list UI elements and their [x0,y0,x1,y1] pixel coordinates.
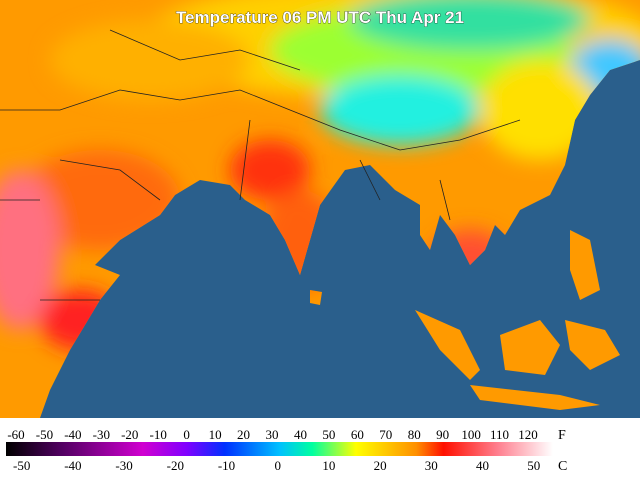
fahrenheit-tick-label: -10 [150,427,167,442]
fahrenheit-tick-label: 40 [294,427,307,442]
fahrenheit-tick-label: 0 [183,427,190,442]
map-title: Temperature 06 PM UTC Thu Apr 21 [176,8,464,27]
celsius-tick-label: 50 [527,458,540,473]
fahrenheit-tick-label: 10 [209,427,222,442]
fahrenheit-tick-label: 90 [436,427,449,442]
celsius-tick-label: 20 [374,458,387,473]
fahrenheit-tick-label: 60 [351,427,364,442]
celsius-tick-label: -10 [218,458,235,473]
color-scale [6,442,553,456]
fahrenheit-tick-label: -40 [64,427,81,442]
borders [0,29,521,301]
fahrenheit-tick-label: 20 [237,427,250,442]
fahrenheit-unit: F [558,428,566,443]
celsius-tick-label: 0 [274,458,281,473]
fahrenheit-tick-label: 50 [322,427,335,442]
fahrenheit-tick-label: -30 [93,427,110,442]
legend: F C -60 -50 -40 -30 -20 -10 0 10 20 30 40 50 60 70 80 9… [6,427,567,474]
celsius-tick-label: 30 [425,458,438,473]
celsius-tick-label: -30 [115,458,132,473]
fahrenheit-tick-label: -20 [121,427,138,442]
celsius-tick-label: 10 [322,458,335,473]
fahrenheit-tick-label: 70 [379,427,392,442]
fahrenheit-tick-label: -50 [36,427,53,442]
fahrenheit-tick-label: 30 [266,427,279,442]
celsius-unit: C [558,459,567,474]
celsius-tick-label: -40 [64,458,81,473]
map: Temperature 06 PM UTC Thu Apr 21 [0,0,640,418]
fahrenheit-tick-label: 110 [490,427,509,442]
fahrenheit-tick-label: -60 [7,427,24,442]
celsius-tick-label: -50 [13,458,30,473]
fahrenheit-tick-label: 80 [408,427,421,442]
celsius-tick-label: 40 [476,458,489,473]
fahrenheit-tick-label: 100 [461,427,481,442]
fahrenheit-tick-label: 120 [518,427,538,442]
celsius-tick-label: -20 [167,458,184,473]
